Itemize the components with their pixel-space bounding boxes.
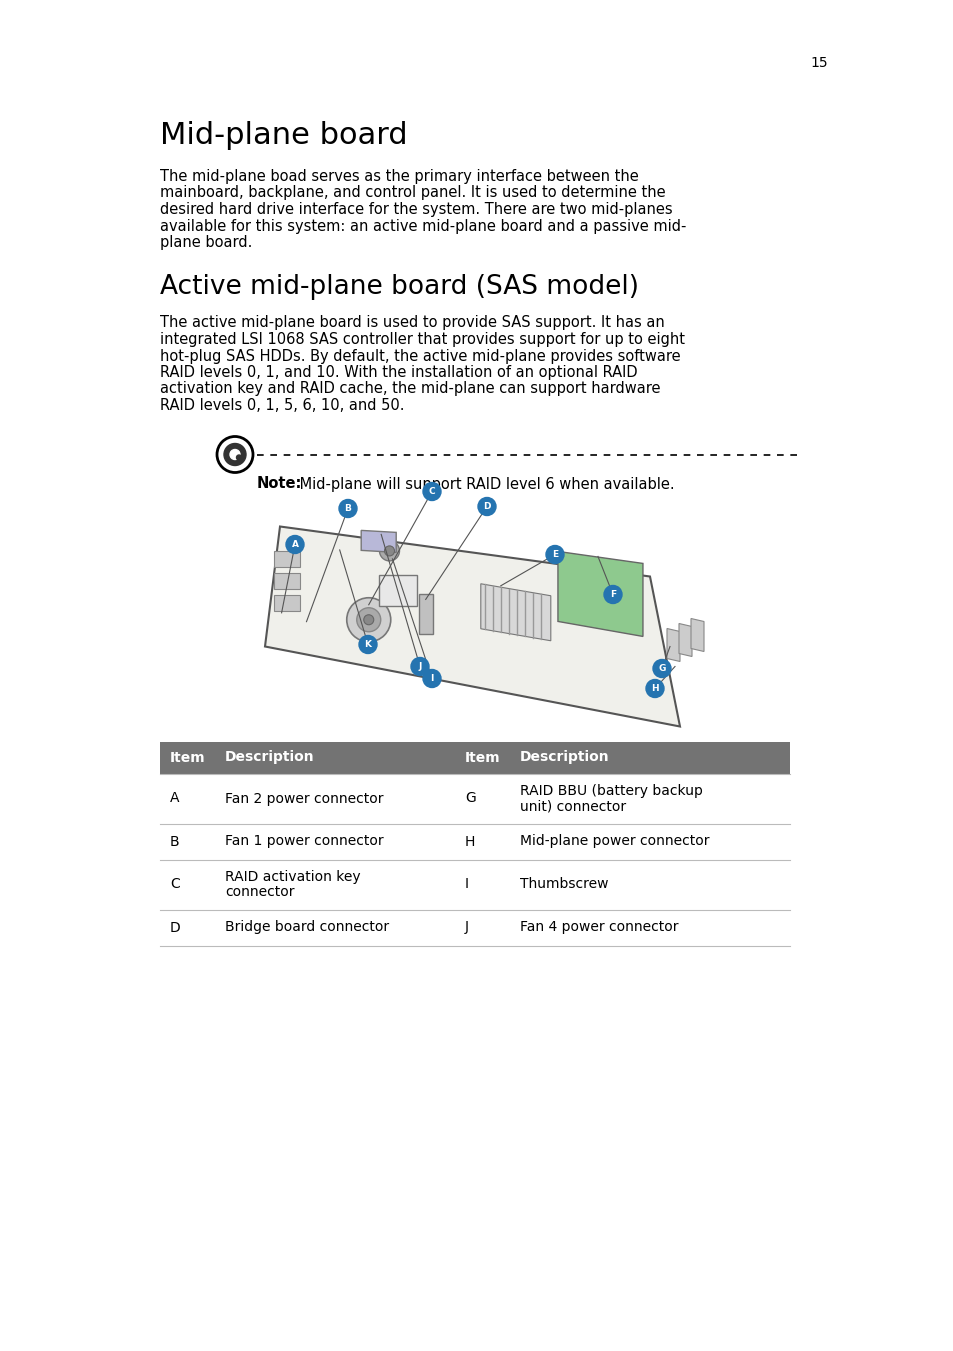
Text: Fan 2 power connector: Fan 2 power connector [225, 792, 383, 805]
Text: E: E [552, 550, 558, 559]
Circle shape [645, 680, 663, 697]
Text: Fan 1 power connector: Fan 1 power connector [225, 835, 383, 848]
Text: D: D [170, 920, 180, 935]
Circle shape [224, 443, 246, 466]
Text: Mid-plane power connector: Mid-plane power connector [519, 835, 709, 848]
Text: Active mid-plane board (SAS model): Active mid-plane board (SAS model) [160, 273, 639, 300]
Text: Description: Description [225, 751, 314, 765]
Text: RAID levels 0, 1, 5, 6, 10, and 50.: RAID levels 0, 1, 5, 6, 10, and 50. [160, 399, 404, 413]
Text: RAID BBU (battery backup: RAID BBU (battery backup [519, 784, 702, 797]
Text: Description: Description [519, 751, 609, 765]
Text: I: I [464, 878, 469, 892]
Circle shape [346, 597, 391, 642]
Text: Item: Item [464, 751, 500, 765]
Text: A: A [170, 792, 179, 805]
Polygon shape [274, 573, 299, 589]
Text: Note:: Note: [256, 477, 302, 492]
Polygon shape [378, 574, 416, 607]
Text: D: D [483, 503, 490, 511]
Text: H: H [651, 684, 659, 693]
Text: A: A [292, 540, 298, 549]
Text: mainboard, backplane, and control panel. It is used to determine the: mainboard, backplane, and control panel.… [160, 185, 665, 200]
Polygon shape [558, 551, 642, 636]
Text: H: H [464, 835, 475, 848]
Text: Bridge board connector: Bridge board connector [225, 920, 389, 935]
Text: C: C [170, 878, 179, 892]
Text: integrated LSI 1068 SAS controller that provides support for up to eight: integrated LSI 1068 SAS controller that … [160, 332, 684, 347]
Text: C: C [428, 486, 435, 496]
Text: available for this system: an active mid-plane board and a passive mid-: available for this system: an active mid… [160, 219, 685, 234]
Text: unit) connector: unit) connector [519, 800, 625, 813]
Text: G: G [658, 663, 665, 673]
Text: B: B [344, 504, 351, 513]
FancyBboxPatch shape [160, 742, 789, 774]
Text: 15: 15 [809, 55, 827, 70]
Text: RAID activation key: RAID activation key [225, 870, 360, 884]
Text: The mid-plane boad serves as the primary interface between the: The mid-plane boad serves as the primary… [160, 169, 639, 184]
Circle shape [338, 500, 356, 517]
Polygon shape [265, 527, 679, 727]
Text: connector: connector [225, 885, 294, 900]
Circle shape [422, 670, 440, 688]
Circle shape [230, 450, 240, 459]
Text: The active mid-plane board is used to provide SAS support. It has an: The active mid-plane board is used to pr… [160, 316, 664, 331]
Text: K: K [364, 640, 371, 648]
Text: F: F [609, 590, 616, 598]
Circle shape [603, 585, 621, 604]
Text: G: G [464, 792, 476, 805]
Text: activation key and RAID cache, the mid-plane can support hardware: activation key and RAID cache, the mid-p… [160, 381, 659, 396]
Polygon shape [679, 624, 691, 657]
Circle shape [356, 608, 380, 632]
Text: Mid-plane board: Mid-plane board [160, 122, 407, 150]
Polygon shape [274, 551, 299, 567]
Text: desired hard drive interface for the system. There are two mid-planes: desired hard drive interface for the sys… [160, 203, 672, 218]
Text: Item: Item [170, 751, 206, 765]
Circle shape [477, 497, 496, 516]
Circle shape [652, 659, 670, 677]
Text: Fan 4 power connector: Fan 4 power connector [519, 920, 678, 935]
Circle shape [358, 635, 376, 654]
Polygon shape [418, 594, 433, 635]
Text: B: B [170, 835, 179, 848]
Circle shape [363, 615, 374, 624]
Circle shape [422, 482, 440, 500]
Polygon shape [274, 594, 299, 611]
Text: Mid-plane will support RAID level 6 when available.: Mid-plane will support RAID level 6 when… [294, 477, 674, 492]
Polygon shape [690, 619, 703, 651]
Text: J: J [417, 662, 421, 671]
Polygon shape [361, 531, 395, 553]
Circle shape [379, 540, 399, 561]
Text: hot-plug SAS HDDs. By default, the active mid-plane provides software: hot-plug SAS HDDs. By default, the activ… [160, 349, 679, 363]
Text: I: I [430, 674, 434, 684]
Circle shape [216, 436, 253, 473]
Circle shape [236, 455, 241, 459]
Text: plane board.: plane board. [160, 235, 253, 250]
Circle shape [411, 658, 429, 676]
Circle shape [286, 535, 304, 554]
Text: RAID levels 0, 1, and 10. With the installation of an optional RAID: RAID levels 0, 1, and 10. With the insta… [160, 365, 637, 380]
Polygon shape [666, 628, 679, 662]
Circle shape [384, 546, 395, 555]
Polygon shape [480, 584, 550, 640]
Circle shape [545, 546, 563, 563]
Text: Thumbscrew: Thumbscrew [519, 878, 608, 892]
Text: J: J [464, 920, 469, 935]
